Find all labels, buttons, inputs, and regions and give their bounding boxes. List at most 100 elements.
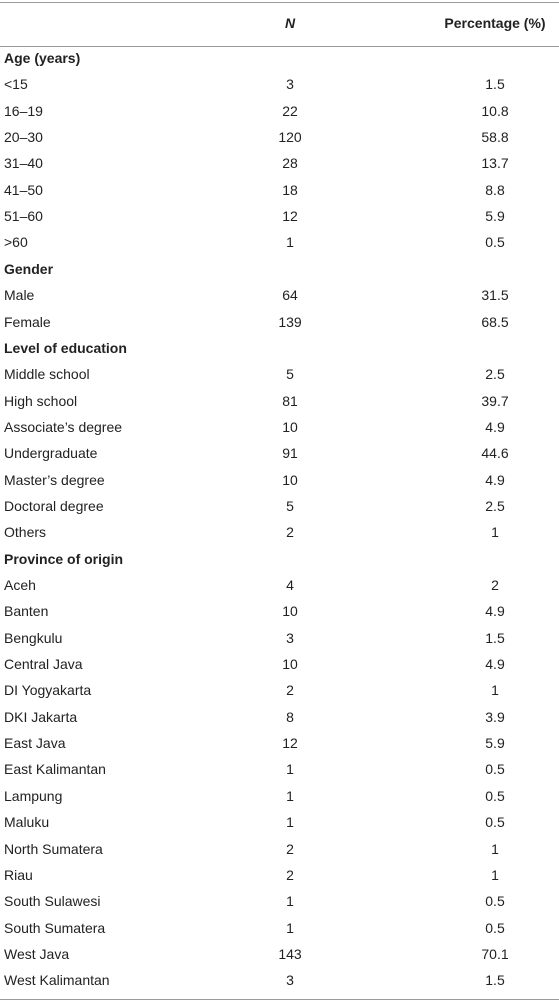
row-percentage: 1 <box>491 682 499 699</box>
row-label: Male <box>4 287 35 304</box>
row-n: 120 <box>278 129 302 146</box>
row-label: East Java <box>4 735 66 752</box>
row-label: 16–19 <box>4 102 43 119</box>
row-n: 2 <box>286 524 294 541</box>
row-n: 143 <box>278 945 302 962</box>
row-percentage: 1 <box>491 524 499 541</box>
row-n: 5 <box>286 366 294 383</box>
row-percentage: 1.5 <box>485 76 505 93</box>
row-label: DI Yogyakarta <box>4 682 92 699</box>
row-n: 8 <box>286 708 294 725</box>
row-label: 41–50 <box>4 181 43 198</box>
row-n: 2 <box>286 866 294 883</box>
row-label: East Kalimantan <box>4 761 106 778</box>
row-percentage: 0.5 <box>485 893 505 910</box>
row-percentage: 4.9 <box>485 471 505 488</box>
row-label: Maluku <box>4 814 50 831</box>
section-title: Province of origin <box>4 550 124 567</box>
row-percentage: 39.7 <box>481 392 509 409</box>
row-label: 51–60 <box>4 208 43 225</box>
row-n: 3 <box>286 629 294 646</box>
row-n: 10 <box>282 418 298 435</box>
row-n: 1 <box>286 761 294 778</box>
row-percentage: 0.5 <box>485 814 505 831</box>
row-label: <15 <box>4 76 28 93</box>
row-n: 2 <box>286 682 294 699</box>
row-percentage: 10.8 <box>481 102 509 119</box>
row-n: 12 <box>282 208 298 225</box>
row-label: Middle school <box>4 366 90 383</box>
row-label: Others <box>4 524 47 541</box>
row-n: 10 <box>282 656 298 673</box>
row-n: 1 <box>286 919 294 936</box>
row-percentage: 2.5 <box>485 497 505 514</box>
row-percentage: 1.5 <box>485 972 505 989</box>
row-label: Banten <box>4 603 49 620</box>
row-percentage: 70.1 <box>481 945 509 962</box>
row-n: 91 <box>282 445 298 462</box>
row-n: 139 <box>278 313 302 330</box>
row-n: 1 <box>286 893 294 910</box>
row-n: 81 <box>282 392 298 409</box>
row-label: Lampung <box>4 787 63 804</box>
row-label: West Kalimantan <box>4 972 110 989</box>
row-label: Central Java <box>4 656 83 673</box>
row-n: 22 <box>282 102 298 119</box>
top-rule <box>0 2 559 3</box>
row-percentage: 8.8 <box>485 181 505 198</box>
row-label: Riau <box>4 866 33 883</box>
row-n: 5 <box>286 497 294 514</box>
row-label: >60 <box>4 234 28 251</box>
row-n: 3 <box>286 972 294 989</box>
row-label: North Sumatera <box>4 840 103 857</box>
row-n: 1 <box>286 814 294 831</box>
section-title: Gender <box>4 260 54 277</box>
row-n: 28 <box>282 155 298 172</box>
row-label: Undergraduate <box>4 445 98 462</box>
bottom-rule <box>0 999 559 1000</box>
row-percentage: 4.9 <box>485 656 505 673</box>
row-n: 10 <box>282 603 298 620</box>
section-title: Age (years) <box>4 50 81 66</box>
row-percentage: 58.8 <box>481 129 509 146</box>
row-label: Female <box>4 313 51 330</box>
row-n: 1 <box>286 234 294 251</box>
row-percentage: 0.5 <box>485 919 505 936</box>
row-n: 64 <box>282 287 298 304</box>
row-percentage: 0.5 <box>485 761 505 778</box>
row-percentage: 5.9 <box>485 735 505 752</box>
row-percentage: 5.9 <box>485 208 505 225</box>
row-n: 4 <box>286 577 294 593</box>
row-percentage: 31.5 <box>481 287 509 304</box>
row-percentage: 1 <box>491 840 499 857</box>
row-percentage: 0.5 <box>485 234 505 251</box>
row-label: 31–40 <box>4 155 43 172</box>
row-percentage: 2.5 <box>485 366 505 383</box>
row-label: DKI Jakarta <box>4 708 78 725</box>
row-n: 18 <box>282 181 298 198</box>
header-n: N <box>284 15 296 31</box>
section-title: Level of education <box>4 339 127 356</box>
row-n: 12 <box>282 735 298 752</box>
row-percentage: 68.5 <box>481 313 509 330</box>
header-percentage: Percentage (%) <box>444 15 546 31</box>
row-n: 3 <box>286 76 294 93</box>
row-label: High school <box>4 392 78 409</box>
row-label: 20–30 <box>4 129 43 146</box>
row-percentage: 44.6 <box>481 445 509 462</box>
row-percentage: 1.5 <box>485 629 505 646</box>
row-percentage: 13.7 <box>481 155 509 172</box>
row-percentage: 4.9 <box>485 603 505 620</box>
row-n: 2 <box>286 840 294 857</box>
header-rule <box>0 46 559 47</box>
row-percentage: 0.5 <box>485 787 505 804</box>
row-percentage: 3.9 <box>485 708 505 725</box>
row-label: South Sulawesi <box>4 893 101 910</box>
row-n: 1 <box>286 787 294 804</box>
row-percentage: 1 <box>491 866 499 883</box>
row-percentage: 4.9 <box>485 418 505 435</box>
row-label: Doctoral degree <box>4 497 104 514</box>
row-label: West Java <box>4 945 70 962</box>
row-label: Master’s degree <box>4 471 105 488</box>
